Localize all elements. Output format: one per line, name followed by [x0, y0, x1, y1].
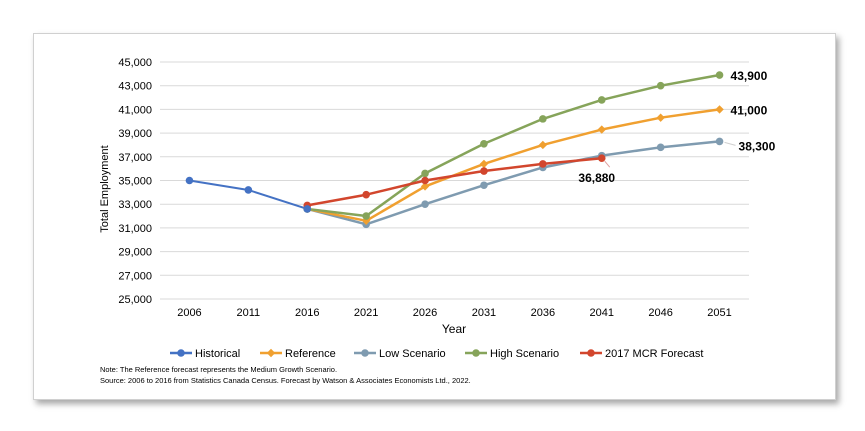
data-point-high-scenario — [362, 212, 370, 220]
x-tick-label: 2031 — [472, 307, 496, 319]
y-tick-label: 37,000 — [118, 152, 152, 164]
x-tick-label: 2006 — [177, 307, 201, 319]
chart-card: 25,000 27,000 29,000 31,000 33,000 35,000 37,0… — [33, 33, 836, 400]
x-tick-label: 2041 — [590, 307, 614, 319]
data-label: 38,300 — [739, 139, 776, 153]
series-line-2017-mcr-forecast — [307, 156, 602, 207]
data-point-historical — [185, 176, 194, 185]
series-line-low-scenario — [306, 140, 720, 226]
y-tick-label: 41,000 — [118, 104, 152, 116]
data-label: 43,900 — [731, 69, 768, 83]
legend-label-reference: Reference — [285, 348, 336, 360]
x-tick-label: 2016 — [295, 307, 319, 319]
x-tick-label: 2051 — [707, 307, 731, 319]
data-point-reference — [420, 182, 430, 191]
legend-marker-2017-mcr-forecast — [587, 349, 595, 357]
data-point-low-scenario — [421, 200, 429, 208]
employment-line-chart: 25,000 27,000 29,000 31,000 33,000 35,000 37,0… — [99, 57, 776, 360]
data-point-reference — [656, 113, 665, 122]
data-label: 36,880 — [578, 171, 615, 185]
y-tick-label: 39,000 — [118, 128, 152, 140]
legend-label-historical: Historical — [195, 348, 240, 360]
y-axis-label: Total Employment — [99, 145, 111, 232]
legend: Historical Reference Low Scenario High Scen… — [170, 348, 703, 360]
y-tick-label: 27,000 — [118, 270, 152, 282]
data-point-high-scenario — [656, 81, 665, 90]
legend-marker-high-scenario — [472, 349, 480, 357]
y-tick-label: 31,000 — [118, 223, 152, 235]
x-tick-label: 2046 — [648, 307, 672, 319]
annotation-leader — [604, 160, 611, 168]
legend-marker-low-scenario — [361, 349, 369, 357]
x-tick-labels: 2006 2011 2016 2021 2026 2031 2036 2041 2046 2051 — [177, 307, 732, 319]
data-point-high-scenario — [480, 139, 488, 148]
data-point-reference — [479, 159, 489, 169]
data-point-historical — [303, 205, 312, 213]
y-tick-label: 35,000 — [118, 176, 152, 188]
data-point-2017-mcr-forecast — [421, 176, 429, 185]
data-point-2017-mcr-forecast — [480, 167, 488, 175]
x-axis-label: Year — [442, 322, 466, 336]
data-point-low-scenario — [480, 181, 488, 190]
x-tick-label: 2036 — [531, 307, 555, 319]
data-point-historical — [244, 186, 253, 194]
y-tick-label: 45,000 — [118, 57, 152, 69]
data-point-reference — [538, 140, 548, 150]
legend-marker-reference — [266, 348, 276, 358]
data-point-high-scenario — [539, 115, 547, 123]
data-point-low-scenario — [656, 143, 665, 152]
series-line-high-scenario — [307, 73, 720, 218]
legend-label-low-scenario: Low Scenario — [379, 348, 446, 360]
data-point-low-scenario — [715, 137, 724, 146]
x-tick-label: 2021 — [354, 307, 378, 319]
gridlines — [160, 61, 749, 300]
x-tick-label: 2011 — [237, 307, 261, 319]
series-line-reference — [307, 108, 720, 223]
y-tick-label: 33,000 — [118, 199, 152, 211]
series-markers — [185, 71, 724, 229]
data-point-2017-mcr-forecast — [362, 190, 370, 199]
legend-label-2017-mcr-forecast: 2017 MCR Forecast — [605, 348, 703, 360]
data-label: 41,000 — [731, 103, 768, 117]
legend-marker-historical — [177, 349, 185, 357]
data-point-high-scenario — [421, 169, 429, 178]
data-point-high-scenario — [597, 96, 606, 104]
data-point-reference — [597, 125, 606, 134]
chart-source: Source: 2006 to 2016 from Statistics Can… — [100, 376, 471, 385]
data-point-reference — [715, 105, 724, 114]
annotations: 43,900 41,000 38,300 36,880 — [578, 69, 775, 185]
y-tick-label: 43,000 — [118, 81, 152, 93]
x-tick-label: 2026 — [413, 307, 437, 319]
chart-note: Note: The Reference forecast represents … — [100, 365, 338, 374]
series-lines — [189, 73, 720, 226]
y-tick-label: 25,000 — [118, 294, 152, 306]
data-point-high-scenario — [715, 71, 724, 79]
y-tick-label: 29,000 — [118, 247, 152, 259]
legend-label-high-scenario: High Scenario — [490, 348, 559, 360]
annotation-leader — [724, 141, 736, 146]
y-tick-labels: 25,000 27,000 29,000 31,000 33,000 35,000 37,0… — [118, 57, 152, 306]
data-point-2017-mcr-forecast — [539, 160, 547, 168]
data-point-2017-mcr-forecast — [597, 154, 606, 163]
